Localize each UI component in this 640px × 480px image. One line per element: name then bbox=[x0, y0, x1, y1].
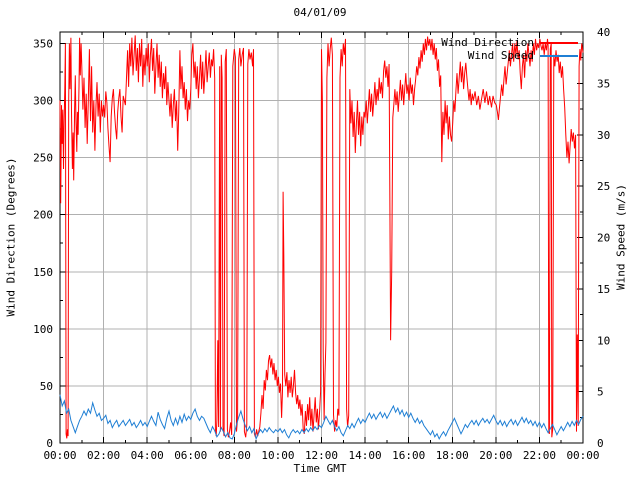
y2-tick-label: 15 bbox=[597, 283, 610, 296]
x-tick-label: 14:00 bbox=[349, 449, 382, 462]
y2-tick-label: 5 bbox=[597, 386, 604, 399]
x-tick-label: 06:00 bbox=[174, 449, 207, 462]
wind-speed-key-line bbox=[540, 54, 578, 57]
y2-tick-label: 25 bbox=[597, 180, 610, 193]
y1-tick-label: 0 bbox=[46, 437, 53, 450]
y2-tick-label: 0 bbox=[597, 437, 604, 450]
y-axis-label-left: Wind Direction (Degrees) bbox=[4, 157, 18, 317]
y1-tick-label: 100 bbox=[33, 323, 53, 336]
legend-label-wind-speed: Wind Speed bbox=[467, 49, 534, 62]
y2-tick-label: 20 bbox=[597, 232, 610, 245]
x-tick-label: 16:00 bbox=[392, 449, 425, 462]
legend-item-wind-direction: Wind Direction bbox=[441, 36, 578, 49]
x-tick-label: 08:00 bbox=[218, 449, 251, 462]
y1-tick-label: 350 bbox=[33, 37, 53, 50]
y2-tick-label: 30 bbox=[597, 129, 610, 142]
y2-tick-label: 40 bbox=[597, 26, 610, 39]
x-tick-label: 10:00 bbox=[261, 449, 294, 462]
legend-label-wind-direction: Wind Direction bbox=[441, 36, 534, 49]
legend-item-wind-speed: Wind Speed bbox=[441, 49, 578, 62]
x-tick-label: 00:00 bbox=[566, 449, 599, 462]
wind-direction-key-line bbox=[540, 41, 578, 44]
x-tick-label: 02:00 bbox=[87, 449, 120, 462]
x-tick-label: 00:00 bbox=[43, 449, 76, 462]
y2-tick-label: 10 bbox=[597, 334, 610, 347]
x-tick-label: 20:00 bbox=[479, 449, 512, 462]
x-tick-label: 18:00 bbox=[436, 449, 469, 462]
y1-tick-label: 200 bbox=[33, 209, 53, 222]
y1-tick-label: 300 bbox=[33, 95, 53, 108]
y-axis-label-right: Wind Speed (m/s) bbox=[614, 184, 628, 290]
wind-speed-series bbox=[59, 394, 584, 441]
y1-tick-label: 150 bbox=[33, 266, 53, 279]
x-tick-label: 22:00 bbox=[523, 449, 556, 462]
y2-tick-label: 35 bbox=[597, 77, 610, 90]
y1-tick-label: 50 bbox=[40, 380, 53, 393]
y1-tick-label: 250 bbox=[33, 152, 53, 165]
chart-title: 04/01/09 bbox=[293, 6, 347, 19]
x-tick-label: 04:00 bbox=[131, 449, 164, 462]
legend: Wind Direction Wind Speed bbox=[441, 36, 578, 62]
x-tick-label: 12:00 bbox=[305, 449, 338, 462]
x-axis-label: Time GMT bbox=[293, 462, 347, 475]
wind-direction-series bbox=[59, 35, 584, 439]
